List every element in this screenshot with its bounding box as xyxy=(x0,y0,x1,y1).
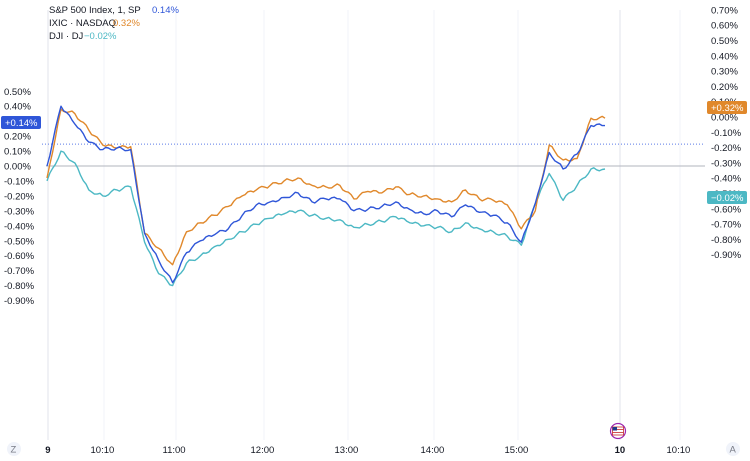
left-tick-label: -0.40% xyxy=(4,221,35,232)
left-tick-label: -0.50% xyxy=(4,236,35,247)
legend: S&P 500 Index, 1, SP 0.14% IXIC · NASDAQ… xyxy=(49,5,179,42)
left-tick-label: -0.70% xyxy=(4,266,35,277)
right-badge-nasdaq-text: +0.32% xyxy=(711,103,744,114)
series-lines xyxy=(46,105,606,287)
right-tick-label: 0.20% xyxy=(711,82,738,93)
legend-value-dji: −0.02% xyxy=(84,31,117,42)
right-tick-label: -0.10% xyxy=(711,128,742,139)
right-value-badge-dji: −0.02% xyxy=(707,191,747,204)
left-tick-label: -0.80% xyxy=(4,281,35,292)
legend-label-spx: S&P 500 Index, 1, SP xyxy=(49,5,141,16)
right-tick-label: -0.40% xyxy=(711,174,742,185)
legend-label-dji: DJI · DJ xyxy=(49,31,84,42)
legend-label-ixic: IXIC · NASDAQ xyxy=(49,18,116,29)
right-tick-label: -0.90% xyxy=(711,250,742,261)
x-tick-label: 15:00 xyxy=(505,445,529,456)
left-tick-label: -0.60% xyxy=(4,251,35,262)
auto-scale-left-button[interactable]: Z xyxy=(7,442,21,456)
right-tick-label: 0.70% xyxy=(711,5,738,16)
left-corner-label: Z xyxy=(11,445,17,456)
left-badge-text: +0.14% xyxy=(5,118,38,129)
right-badge-dji-text: −0.02% xyxy=(711,193,744,204)
left-tick-label: -0.90% xyxy=(4,296,35,307)
series-line xyxy=(46,105,605,284)
right-tick-label: 0.30% xyxy=(711,67,738,78)
auto-scale-right-button[interactable]: A xyxy=(726,442,740,456)
x-tick-label: 9 xyxy=(45,445,50,456)
right-tick-label: -0.30% xyxy=(711,158,742,169)
x-tick-label: 13:00 xyxy=(335,445,359,456)
right-tick-label: -0.80% xyxy=(711,235,742,246)
left-tick-label: -0.30% xyxy=(4,206,35,217)
left-tick-label: 0.10% xyxy=(4,147,31,158)
x-axis: 9 10:10 11:00 12:00 13:00 14:00 15:00 10 10:10 xyxy=(45,445,690,456)
right-tick-label: -0.20% xyxy=(711,143,742,154)
x-tick-label: 11:00 xyxy=(163,445,186,456)
right-value-badge-nasdaq: +0.32% xyxy=(707,101,747,114)
x-tick-label: 12:00 xyxy=(251,445,275,456)
left-tick-label: 0.00% xyxy=(4,162,31,173)
left-axis: 0.50%0.40%0.30%0.20%0.10%0.00%-0.10%-0.2… xyxy=(4,87,35,307)
right-tick-label: -0.70% xyxy=(711,220,742,231)
x-tick-label: 10:10 xyxy=(91,445,115,456)
us-flag-event-icon[interactable] xyxy=(609,422,627,440)
legend-value-ixic: 0.32% xyxy=(113,18,140,29)
right-tick-label: 0.00% xyxy=(711,113,738,124)
left-value-badge: +0.14% xyxy=(1,116,41,129)
series-line xyxy=(46,150,606,287)
x-tick-label: 10 xyxy=(615,445,626,456)
right-axis: 0.70%0.60%0.50%0.40%0.30%0.20%0.10%0.00%… xyxy=(711,5,742,261)
right-tick-label: 0.50% xyxy=(711,36,738,47)
x-tick-label: 10:10 xyxy=(667,445,691,456)
right-tick-label: -0.60% xyxy=(711,204,742,215)
right-corner-label: A xyxy=(730,445,737,456)
left-tick-label: 0.20% xyxy=(4,132,31,143)
left-tick-label: -0.20% xyxy=(4,191,35,202)
right-tick-label: 0.40% xyxy=(711,51,738,62)
left-tick-label: -0.10% xyxy=(4,176,35,187)
x-tick-label: 14:00 xyxy=(421,445,445,456)
left-tick-label: 0.50% xyxy=(4,87,31,98)
legend-value-spx: 0.14% xyxy=(152,5,179,16)
right-tick-label: 0.60% xyxy=(711,21,738,32)
left-tick-label: 0.40% xyxy=(4,102,31,113)
